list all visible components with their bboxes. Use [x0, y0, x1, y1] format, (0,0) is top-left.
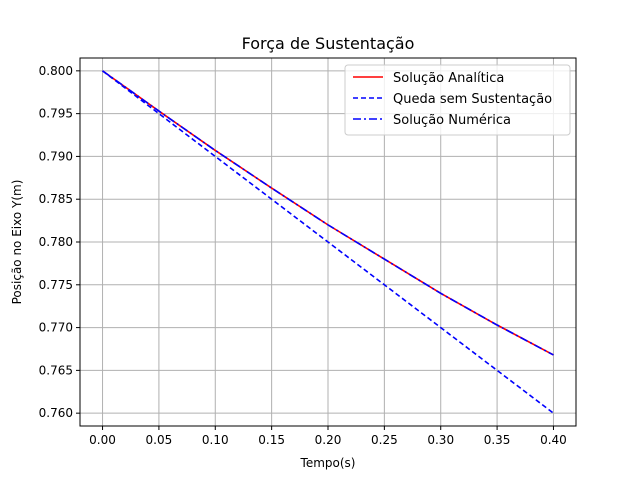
legend-label-3: Solução Numérica	[393, 113, 511, 128]
y-tick-label: 0.785	[39, 192, 73, 206]
x-tick-label: 0.35	[484, 433, 511, 447]
chart-title: Força de Sustentação	[242, 34, 415, 53]
x-tick-label: 0.20	[315, 433, 342, 447]
x-tick-label: 0.15	[258, 433, 285, 447]
series-line-2	[102, 70, 554, 414]
x-tick-label: 0.10	[202, 433, 229, 447]
y-axis-label: Posição no Eixo Y(m)	[10, 180, 24, 305]
x-tick-label: 0.30	[427, 433, 454, 447]
x-tick-label: 0.05	[146, 433, 173, 447]
y-tick-label: 0.765	[39, 363, 73, 377]
legend: Solução Analítica Queda sem Sustentação So…	[344, 64, 571, 136]
x-tick-label: 0.25	[371, 433, 398, 447]
y-tick-label: 0.800	[39, 64, 73, 78]
x-tick-label: 0.00	[89, 433, 116, 447]
y-tick-label: 0.795	[39, 107, 73, 121]
y-tick-label: 0.770	[39, 321, 73, 335]
y-tick-label: 0.760	[39, 406, 73, 420]
y-tick-label: 0.775	[39, 278, 73, 292]
legend-box	[344, 64, 571, 136]
y-tick-label: 0.790	[39, 149, 73, 163]
y-tick-label: 0.780	[39, 235, 73, 249]
legend-label-2: Queda sem Sustentação	[393, 92, 552, 107]
x-axis-label: Tempo(s)	[300, 456, 356, 470]
series-line-3	[102, 70, 554, 356]
axis-ticks: 0.00 0.05 0.10 0.15 0.20 0.25 0.30 0.35 0.40 0.76…	[39, 64, 567, 447]
series-lines	[102, 70, 554, 414]
x-tick-label: 0.40	[540, 433, 567, 447]
legend-label-1: Solução Analítica	[393, 71, 504, 86]
